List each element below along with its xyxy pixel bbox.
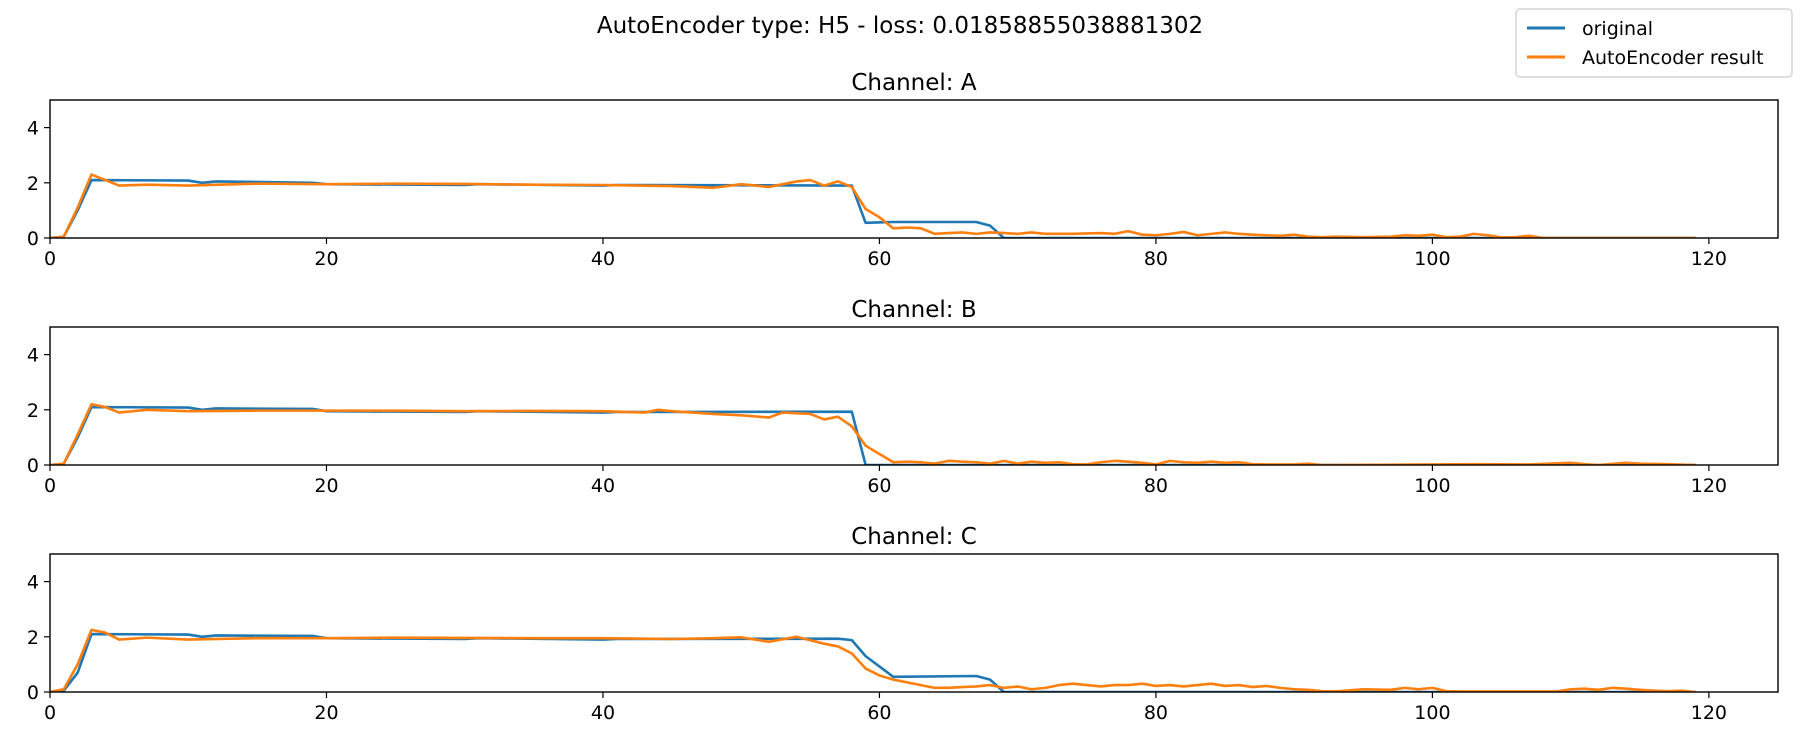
x-tick-label: 0	[44, 475, 56, 497]
y-tick-label: 2	[27, 173, 39, 195]
axes-frame	[49, 99, 1779, 239]
x-tick-label: 80	[1144, 475, 1168, 497]
axes-frame	[49, 553, 1779, 693]
legend-label-original: original	[1582, 18, 1653, 40]
series-line-autoencoder-result	[50, 402, 1697, 465]
x-tick-label: 80	[1144, 248, 1168, 270]
series-group	[50, 628, 1697, 692]
x-tick-label: 0	[44, 702, 56, 724]
x-tick-label: 60	[867, 702, 891, 724]
y-tick-label: 4	[27, 345, 39, 367]
series-line-autoencoder-result	[50, 173, 1697, 238]
y-tick-label: 0	[27, 228, 39, 250]
x-tick-label: 120	[1691, 702, 1727, 724]
series-group	[50, 173, 1697, 238]
subplot-0: Channel: A 0 20 40 60 80 100 120 0 2 4	[27, 70, 1779, 270]
series-line-original	[50, 632, 1697, 692]
series-group	[50, 402, 1697, 465]
legend-frame	[1515, 8, 1793, 78]
x-tick-label: 20	[314, 248, 338, 270]
panel-title: Channel: B	[851, 297, 976, 323]
x-tick-label: 0	[44, 248, 56, 270]
x-tick-label: 100	[1414, 702, 1450, 724]
subplot-1: Channel: B 0 20 40 60 80 100 120 0 2 4	[27, 297, 1779, 497]
legend-label-autoencoder-result: AutoEncoder result	[1582, 47, 1764, 69]
panel-title: Channel: A	[851, 70, 976, 96]
x-tick-label: 120	[1691, 475, 1727, 497]
axes-frame	[49, 326, 1779, 466]
y-tick-label: 2	[27, 627, 39, 649]
x-tick-label: 20	[314, 702, 338, 724]
y-tick-label: 0	[27, 455, 39, 477]
legend: original AutoEncoder result	[1515, 8, 1793, 78]
x-tick-label: 40	[591, 248, 615, 270]
series-line-autoencoder-result	[50, 628, 1697, 692]
x-tick-label: 60	[867, 248, 891, 270]
x-tick-label: 100	[1414, 248, 1450, 270]
x-tick-label: 120	[1691, 248, 1727, 270]
x-tick-label: 20	[314, 475, 338, 497]
figure-title: AutoEncoder type: H5 - loss: 0.018588550…	[597, 13, 1203, 39]
subplot-2: Channel: C 0 20 40 60 80 100 120 0 2 4	[27, 524, 1779, 724]
y-tick-label: 2	[27, 400, 39, 422]
y-tick-label: 0	[27, 682, 39, 704]
x-tick-label: 40	[591, 702, 615, 724]
series-line-original	[50, 405, 1697, 465]
x-tick-label: 60	[867, 475, 891, 497]
x-tick-label: 80	[1144, 702, 1168, 724]
y-tick-label: 4	[27, 572, 39, 594]
panel-title: Channel: C	[851, 524, 977, 550]
series-line-original	[50, 178, 1697, 238]
x-tick-label: 100	[1414, 475, 1450, 497]
x-tick-label: 40	[591, 475, 615, 497]
y-tick-label: 4	[27, 118, 39, 140]
